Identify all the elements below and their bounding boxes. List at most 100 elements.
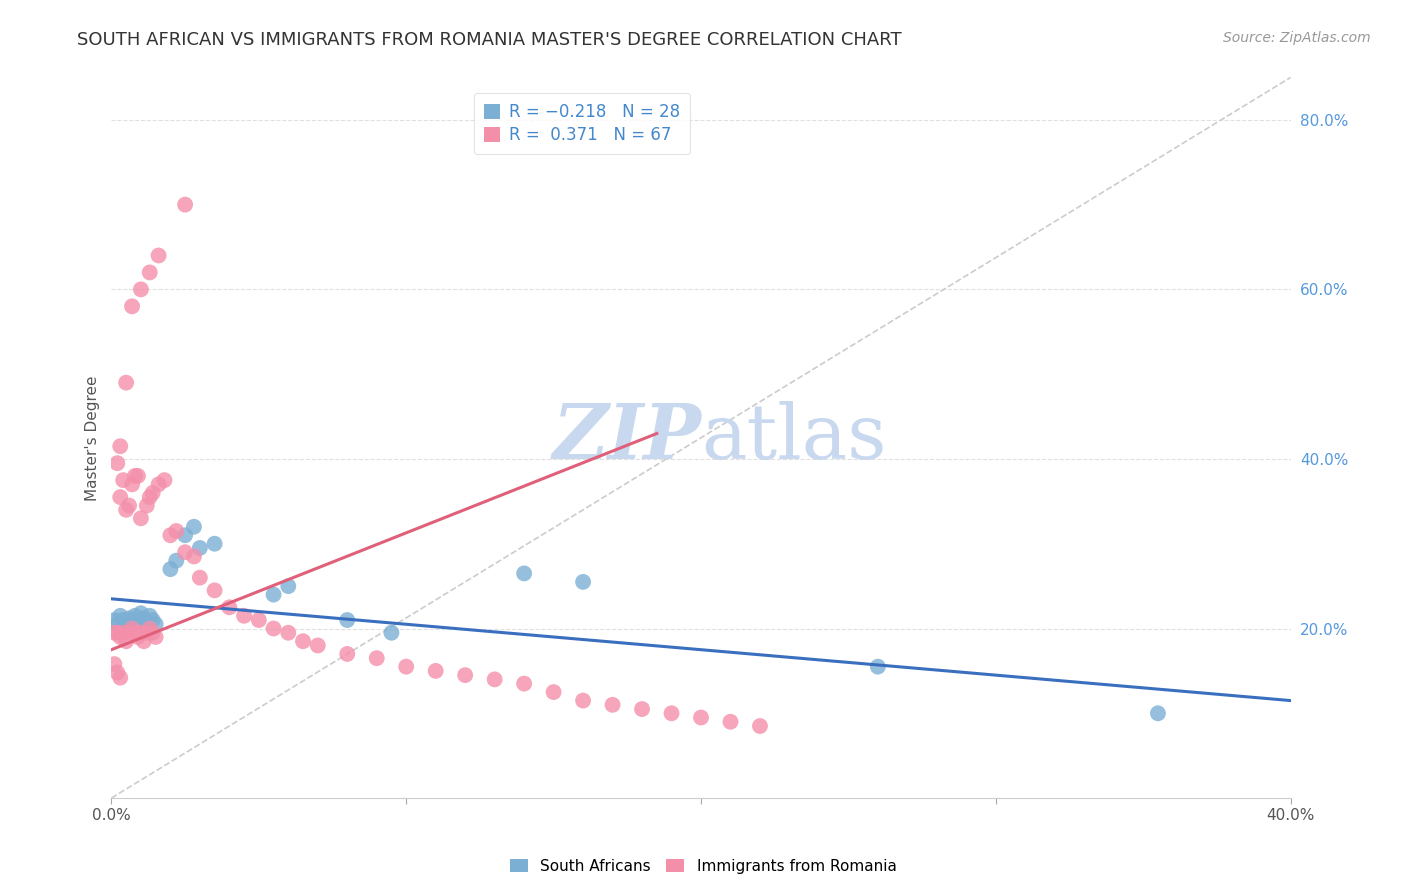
Point: [602, 698, 624, 712]
Point: [105, 665, 128, 680]
Point: [129, 606, 152, 620]
Point: [138, 265, 160, 279]
Y-axis label: Master's Degree: Master's Degree: [86, 375, 100, 500]
Point: [720, 714, 742, 729]
Point: [174, 528, 197, 542]
Point: [174, 545, 197, 559]
Point: [135, 625, 157, 640]
Point: [183, 520, 205, 534]
Point: [165, 554, 187, 568]
Point: [277, 579, 299, 593]
Point: [135, 615, 157, 629]
Point: [129, 511, 152, 525]
Point: [188, 571, 211, 585]
Point: [218, 600, 240, 615]
Point: [454, 668, 477, 682]
Point: [118, 499, 141, 513]
Point: [425, 664, 447, 678]
Point: [118, 625, 141, 640]
Point: [749, 719, 772, 733]
Point: [115, 615, 138, 629]
Point: [135, 499, 157, 513]
Point: [115, 634, 138, 648]
Point: [112, 625, 135, 640]
Point: [204, 583, 226, 598]
Point: [121, 613, 143, 627]
Point: [103, 657, 125, 672]
Point: [121, 622, 143, 636]
Point: [188, 541, 211, 555]
Point: [127, 630, 149, 644]
Point: [153, 473, 176, 487]
Point: [121, 477, 143, 491]
Point: [307, 639, 329, 653]
Point: [118, 611, 141, 625]
Point: [165, 524, 187, 538]
Point: [124, 469, 146, 483]
Point: [142, 613, 165, 627]
Point: [631, 702, 654, 716]
Point: [112, 473, 135, 487]
Point: [142, 625, 165, 640]
Point: [110, 630, 132, 644]
Point: [129, 282, 152, 296]
Point: [105, 625, 128, 640]
Point: [336, 647, 359, 661]
Point: [1147, 706, 1170, 721]
Point: [129, 625, 152, 640]
Point: [336, 613, 359, 627]
Point: [263, 622, 285, 636]
Point: [127, 469, 149, 483]
Point: [380, 625, 402, 640]
Point: [110, 671, 132, 685]
Point: [183, 549, 205, 564]
Point: [263, 588, 285, 602]
Point: [572, 574, 595, 589]
Point: [124, 608, 146, 623]
Point: [103, 625, 125, 640]
Point: [138, 608, 160, 623]
Point: [233, 608, 256, 623]
Point: [105, 617, 128, 632]
Point: [866, 659, 889, 673]
Point: [690, 710, 713, 724]
Point: [132, 611, 155, 625]
Point: [124, 625, 146, 640]
Text: atlas: atlas: [702, 401, 886, 475]
Point: [277, 625, 299, 640]
Legend: South Africans, Immigrants from Romania: South Africans, Immigrants from Romania: [503, 853, 903, 880]
Point: [159, 562, 181, 576]
Text: ZIP: ZIP: [553, 401, 702, 475]
Point: [127, 617, 149, 632]
Point: [572, 693, 595, 707]
Point: [110, 490, 132, 504]
Point: [247, 613, 270, 627]
Point: [174, 197, 197, 211]
Point: [148, 477, 170, 491]
Point: [145, 630, 167, 644]
Point: [103, 613, 125, 627]
Point: [112, 613, 135, 627]
Text: Source: ZipAtlas.com: Source: ZipAtlas.com: [1223, 31, 1371, 45]
Point: [543, 685, 565, 699]
Point: [513, 566, 536, 581]
Point: [395, 659, 418, 673]
Point: [159, 528, 181, 542]
Point: [204, 537, 226, 551]
Point: [145, 617, 167, 632]
Point: [661, 706, 683, 721]
Point: [110, 608, 132, 623]
Point: [121, 299, 143, 313]
Point: [138, 490, 160, 504]
Text: SOUTH AFRICAN VS IMMIGRANTS FROM ROMANIA MASTER'S DEGREE CORRELATION CHART: SOUTH AFRICAN VS IMMIGRANTS FROM ROMANIA…: [77, 31, 903, 49]
Point: [105, 456, 128, 470]
Point: [110, 439, 132, 453]
Point: [292, 634, 315, 648]
Point: [148, 248, 170, 262]
Legend: R = −0.218   N = 28, R =  0.371   N = 67: R = −0.218 N = 28, R = 0.371 N = 67: [474, 93, 689, 154]
Point: [115, 503, 138, 517]
Point: [115, 376, 138, 390]
Point: [484, 673, 506, 687]
Point: [366, 651, 388, 665]
Point: [138, 622, 160, 636]
